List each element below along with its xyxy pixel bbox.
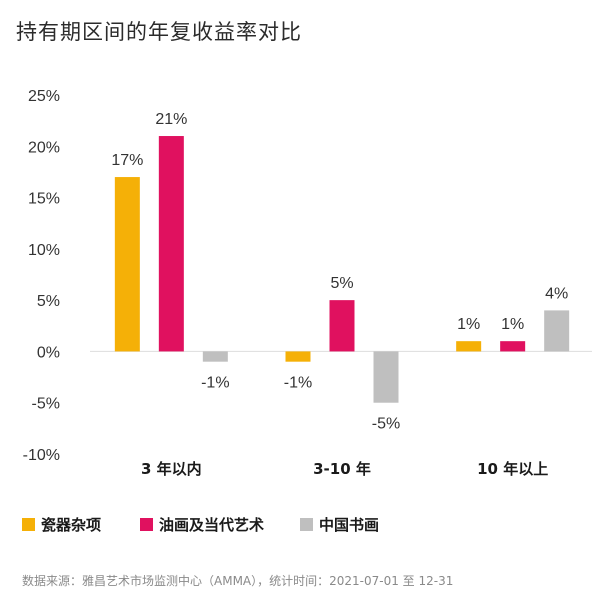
data-label: 5% xyxy=(330,275,353,292)
x-category-label: 3 年以内 xyxy=(141,460,202,478)
y-tick-label: 20% xyxy=(28,139,60,156)
data-label: 21% xyxy=(155,111,187,128)
legend: 瓷器杂项 油画及当代艺术 中国书画 xyxy=(22,516,379,534)
y-tick-label: 15% xyxy=(28,191,60,208)
data-label: -1% xyxy=(284,375,312,392)
bar xyxy=(456,341,482,352)
y-tick-label: 5% xyxy=(37,293,60,310)
x-axis: 3 年以内 3-10 年 10 年以上 xyxy=(141,460,548,478)
bar xyxy=(329,300,355,352)
legend-label: 瓷器杂项 xyxy=(41,516,101,534)
bar xyxy=(373,351,399,403)
data-labels-layer: 17% 21% -1% -1% 5% -5% 1% 1% 4% xyxy=(111,111,568,433)
bar xyxy=(544,310,570,352)
legend-swatch xyxy=(22,518,35,531)
chart-title: 持有期区间的年复收益率对比 xyxy=(16,20,302,44)
bar xyxy=(500,341,526,352)
source-note: 数据来源：雅昌艺术市场监测中心（AMMA），统计时间：2021-07-01 至 … xyxy=(22,574,454,588)
legend-swatch xyxy=(140,518,153,531)
data-label: -5% xyxy=(372,416,400,433)
data-label: 17% xyxy=(111,152,143,169)
x-category-label: 3-10 年 xyxy=(313,460,371,478)
bar xyxy=(202,351,228,362)
bar xyxy=(158,136,184,352)
x-category-label: 10 年以上 xyxy=(477,460,548,478)
bar xyxy=(114,177,140,352)
data-label: 1% xyxy=(457,316,480,333)
data-label: -1% xyxy=(201,375,229,392)
y-tick-label: 0% xyxy=(37,344,60,361)
y-tick-label: 10% xyxy=(28,242,60,259)
legend-label: 油画及当代艺术 xyxy=(159,516,264,534)
bars-layer xyxy=(114,136,570,403)
y-tick-label: -10% xyxy=(23,447,60,464)
data-label: 4% xyxy=(545,285,568,302)
bar xyxy=(285,351,311,362)
y-tick-label: 25% xyxy=(28,88,60,105)
legend-label: 中国书画 xyxy=(319,516,379,534)
y-axis: 25% 20% 15% 10% 5% 0% -5% -10% xyxy=(23,88,60,464)
data-label: 1% xyxy=(501,316,524,333)
legend-swatch xyxy=(300,518,313,531)
y-tick-label: -5% xyxy=(32,396,60,413)
